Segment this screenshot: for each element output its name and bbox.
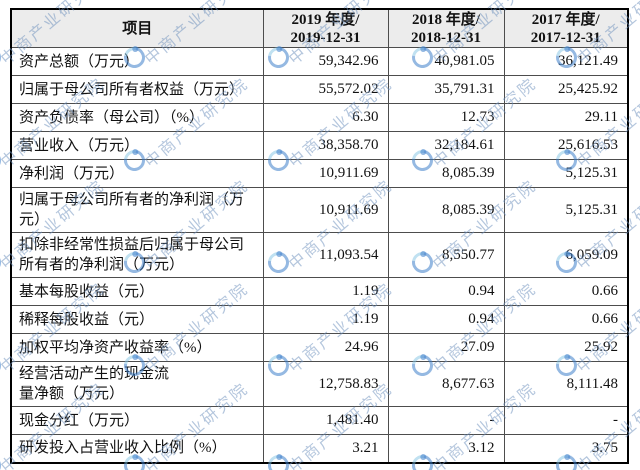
row-value: 11,093.54 [262, 232, 389, 278]
table-row: 资产负债率（母公司）（%） 6.30 12.73 29.11 [10, 103, 629, 132]
watermark-logo-icon [0, 350, 6, 381]
watermark-logo-icon [0, 247, 6, 278]
row-value: 8,085.39 [387, 187, 505, 233]
table-row: 研发投入占营业收入比例（%） 3.21 3.12 3.75 [10, 434, 629, 463]
row-value: 1.19 [262, 277, 389, 306]
row-value: - [387, 406, 505, 435]
row-label: 加权平均净资产收益率（%） [10, 333, 264, 362]
row-label: 现金分红（万元） [10, 406, 264, 435]
row-value: 24.96 [262, 333, 389, 362]
row-label: 扣除非经常性损益后归属于母公司 所有者的净利润（万元） [10, 232, 264, 278]
row-value: 5,125.31 [503, 159, 629, 188]
row-value: 35,791.31 [387, 75, 505, 104]
row-value: 25.92 [503, 333, 629, 362]
table-row: 资产总额（万元） 59,342.96 40,981.05 36,121.49 [10, 47, 629, 76]
row-value: 10,911.69 [262, 187, 389, 233]
row-value: 12,758.83 [262, 361, 389, 407]
row-value: 0.94 [387, 305, 505, 334]
row-value: 25,425.92 [503, 75, 629, 104]
row-label: 归属于母公司所有者的净利润（万 元） [10, 187, 264, 233]
watermark-logo-icon [0, 450, 6, 470]
table-row: 加权平均净资产收益率（%） 24.96 27.09 25.92 [10, 333, 629, 362]
row-value: 29.11 [503, 103, 629, 132]
row-label: 资产负债率（母公司）（%） [10, 103, 264, 132]
row-value: 12.73 [387, 103, 505, 132]
row-value: 6.30 [262, 103, 389, 132]
financial-indicators-table: 项目 2019 年度/ 2019-12-31 2018 年度/ 2018-12-… [10, 8, 629, 464]
table-row: 营业收入（万元） 38,358.70 32,184.61 25,616.53 [10, 131, 629, 160]
row-value: 8,111.48 [503, 361, 629, 407]
row-value: 3.21 [262, 434, 389, 463]
row-value: 38,358.70 [262, 131, 389, 160]
row-value: 10,911.69 [262, 159, 389, 188]
table-row: 稀释每股收益（元） 1.19 0.94 0.66 [10, 305, 629, 334]
row-label: 基本每股收益（元） [10, 277, 264, 306]
row-label: 净利润（万元） [10, 159, 264, 188]
row-value: 27.09 [387, 333, 505, 362]
row-value: 8,550.77 [387, 232, 505, 278]
row-value: 8,085.39 [387, 159, 505, 188]
row-value: 25,616.53 [503, 131, 629, 160]
watermark-logo-icon [0, 145, 6, 176]
table-row: 基本每股收益（元） 1.19 0.94 0.66 [10, 277, 629, 306]
table-row: 经营活动产生的现金流 量净额（万元） 12,758.83 8,677.63 8,111… [10, 361, 629, 407]
row-value: 5,125.31 [503, 187, 629, 233]
row-value: 55,572.02 [262, 75, 389, 104]
table-body: 资产总额（万元） 59,342.96 40,981.05 36,121.49 归属于母公… [10, 47, 629, 463]
row-value: 1.19 [262, 305, 389, 334]
row-value: 36,121.49 [503, 47, 629, 76]
table-header: 项目 2019 年度/ 2019-12-31 2018 年度/ 2018-12-… [10, 8, 629, 48]
row-value: 59,342.96 [262, 47, 389, 76]
watermark-logo-icon [0, 42, 6, 73]
row-label: 稀释每股收益（元） [10, 305, 264, 334]
table-row: 净利润（万元） 10,911.69 8,085.39 5,125.31 [10, 159, 629, 188]
header-cell-2017: 2017 年度/ 2017-12-31 [503, 8, 629, 48]
financial-table-wrapper: 项目 2019 年度/ 2019-12-31 2018 年度/ 2018-12-… [10, 8, 629, 464]
table-row: 归属于母公司所有者权益（万元） 55,572.02 35,791.31 25,425.… [10, 75, 629, 104]
row-value: 3.12 [387, 434, 505, 463]
table-row: 扣除非经常性损益后归属于母公司 所有者的净利润（万元） 11,093.54 8,55… [10, 232, 629, 278]
header-cell-2018: 2018 年度/ 2018-12-31 [387, 8, 505, 48]
row-label: 归属于母公司所有者权益（万元） [10, 75, 264, 104]
row-label: 经营活动产生的现金流 量净额（万元） [10, 361, 264, 407]
row-value: 1,481.40 [262, 406, 389, 435]
header-cell-item: 项目 [10, 8, 264, 48]
row-label: 营业收入（万元） [10, 131, 264, 160]
row-value: 32,184.61 [387, 131, 505, 160]
row-value: 0.66 [503, 277, 629, 306]
row-value: 3.75 [503, 434, 629, 463]
row-value: 0.94 [387, 277, 505, 306]
row-value: 40,981.05 [387, 47, 505, 76]
row-value: 0.66 [503, 305, 629, 334]
table-row: 归属于母公司所有者的净利润（万 元） 10,911.69 8,085.39 5,125… [10, 187, 629, 233]
table-row: 现金分红（万元） 1,481.40- - [10, 406, 629, 435]
header-row: 项目 2019 年度/ 2019-12-31 2018 年度/ 2018-12-… [10, 8, 629, 48]
row-value: 8,677.63 [387, 361, 505, 407]
row-value: 6,059.09 [503, 232, 629, 278]
row-label: 研发投入占营业收入比例（%） [10, 434, 264, 463]
row-label: 资产总额（万元） [10, 47, 264, 76]
row-value: - [503, 406, 629, 435]
header-cell-2019: 2019 年度/ 2019-12-31 [262, 8, 389, 48]
